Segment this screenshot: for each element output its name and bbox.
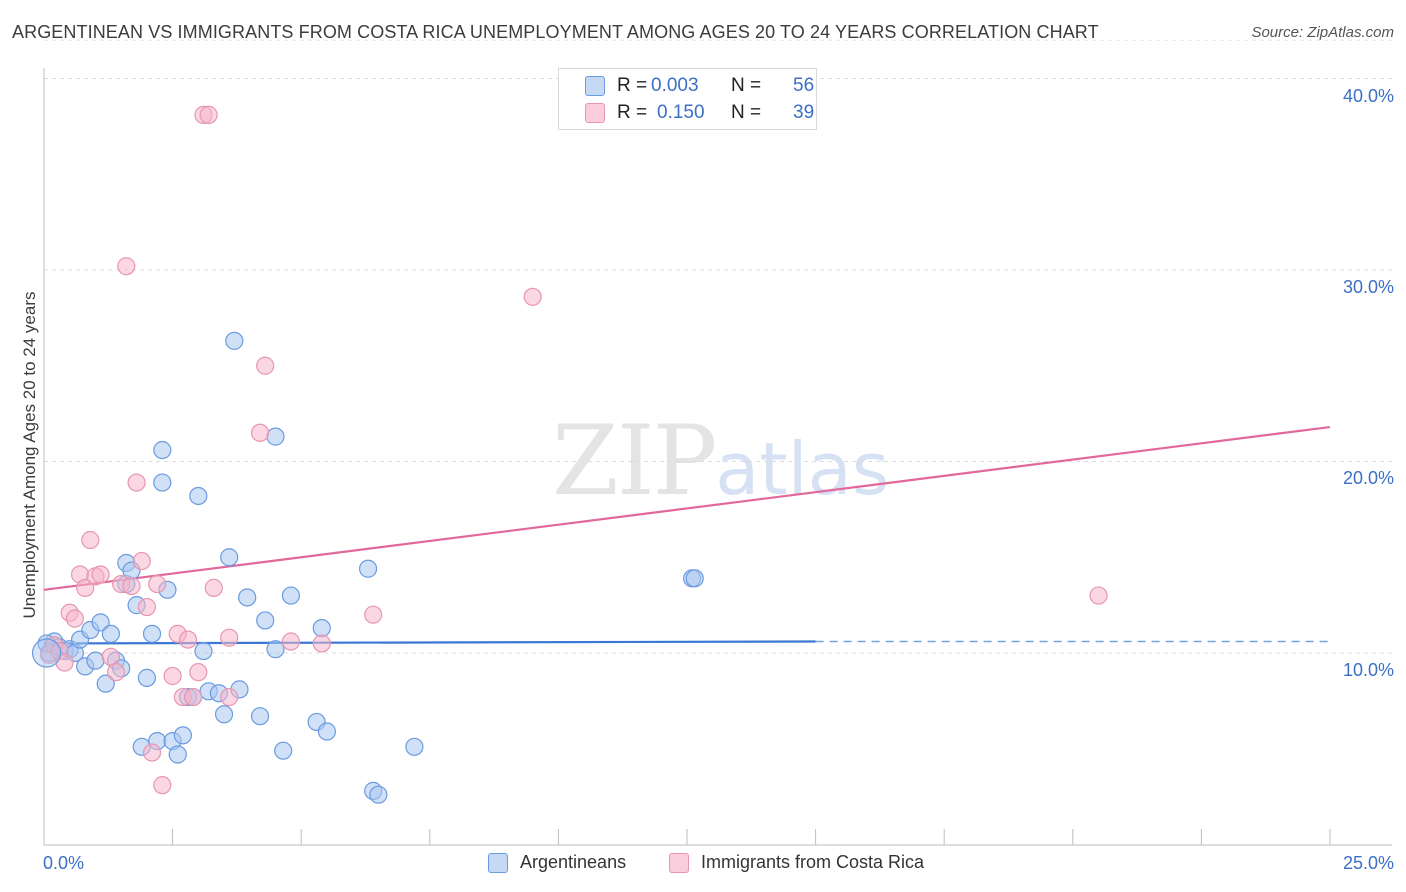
point-costa-rica: [137, 597, 156, 617]
r-label: R =: [617, 75, 648, 96]
point-argentineans: [168, 745, 187, 764]
trend-lines: [43, 425, 1331, 645]
point-argentineans: [238, 588, 257, 607]
point-argentineans: [194, 641, 213, 661]
x-tick-label-min: 0.0%: [43, 853, 85, 873]
legend-label: Immigrants from Costa Rica: [701, 852, 925, 872]
point-costa-rica: [178, 630, 198, 649]
point-argentineans: [405, 737, 424, 756]
swatch-pink: [669, 853, 689, 873]
point-costa-rica: [256, 356, 275, 375]
point-costa-rica: [91, 565, 110, 584]
watermark: ZIPatlas: [552, 405, 889, 517]
point-costa-rica: [101, 647, 120, 666]
trend-line-costa-rica: [43, 425, 1331, 591]
point-argentineans: [142, 624, 162, 643]
point-argentineans: [189, 486, 208, 506]
swatch-blue: [585, 76, 605, 96]
watermark-zip: ZIP: [552, 405, 717, 517]
x-tick-label-max: 25.0%: [1342, 853, 1394, 873]
gridlines: [44, 39, 1392, 654]
point-costa-rica: [132, 551, 151, 571]
point-costa-rica: [117, 257, 136, 276]
point-costa-rica: [312, 634, 331, 653]
y-tick-label-40: 40.0%: [1342, 86, 1394, 106]
point-argentineans: [274, 741, 293, 760]
point-costa-rica: [250, 423, 270, 442]
point-argentineans: [137, 668, 156, 687]
n-value: 39: [793, 102, 815, 123]
point-argentineans: [317, 722, 337, 741]
stats-legend: R = 0.003 N = 56 R = 0.150 N = 39: [558, 68, 817, 130]
point-argentineans: [281, 586, 301, 605]
point-costa-rica: [153, 776, 172, 795]
r-value: 0.003: [651, 75, 699, 96]
point-argentineans: [153, 473, 172, 492]
r-label: R =: [617, 102, 648, 123]
watermark-atlas: atlas: [715, 427, 890, 511]
point-costa-rica: [189, 663, 208, 682]
y-tick-label-20: 20.0%: [1342, 468, 1394, 488]
point-argentineans: [685, 569, 704, 588]
point-costa-rica: [199, 105, 218, 124]
y-tick-label-10: 10.0%: [1342, 660, 1394, 680]
point-argentineans: [250, 707, 270, 726]
point-costa-rica: [65, 609, 84, 628]
point-costa-rica: [204, 578, 223, 597]
trend-line-argentineans: [43, 640, 816, 645]
legend-label: Argentineans: [520, 852, 627, 872]
data-points: [31, 105, 1108, 804]
y-tick-label-30: 30.0%: [1342, 277, 1394, 297]
y-axis-label: Unemployment Among Ages 20 to 24 years: [20, 291, 39, 619]
point-argentineans: [225, 331, 244, 350]
point-costa-rica: [163, 666, 182, 686]
point-argentineans: [266, 427, 285, 446]
point-costa-rica: [122, 576, 141, 596]
source-label: Source: ZipAtlas.com: [1251, 24, 1394, 41]
point-costa-rica: [220, 687, 239, 707]
point-argentineans: [96, 674, 115, 693]
point-costa-rica: [220, 628, 239, 647]
point-costa-rica: [281, 632, 301, 651]
n-label: N =: [731, 102, 762, 123]
point-costa-rica: [1089, 586, 1108, 605]
point-argentineans: [173, 726, 192, 745]
n-label: N =: [731, 75, 762, 96]
point-argentineans: [369, 785, 388, 804]
point-costa-rica: [148, 574, 167, 594]
point-costa-rica: [142, 743, 162, 762]
point-costa-rica: [76, 578, 95, 597]
point-costa-rica: [81, 530, 100, 550]
point-argentineans: [256, 611, 275, 630]
axes: [43, 68, 1392, 846]
point-costa-rica: [106, 663, 126, 682]
swatch-pink: [585, 103, 605, 123]
point-argentineans: [86, 651, 105, 670]
point-argentineans: [312, 619, 331, 638]
point-costa-rica: [364, 605, 383, 624]
point-argentineans: [153, 440, 172, 460]
point-argentineans: [220, 548, 239, 567]
point-argentineans: [266, 640, 285, 659]
point-argentineans: [91, 613, 110, 632]
point-argentineans: [358, 559, 378, 578]
chart-title: ARGENTINEAN VS IMMIGRANTS FROM COSTA RIC…: [12, 22, 1099, 42]
swatch-blue: [488, 853, 508, 873]
point-argentineans-cluster: [31, 638, 62, 668]
point-argentineans: [101, 624, 120, 643]
r-value: 0.150: [657, 102, 705, 123]
point-argentineans: [214, 705, 234, 724]
point-costa-rica: [184, 687, 203, 707]
n-value: 56: [793, 75, 815, 96]
point-costa-rica: [127, 473, 146, 492]
point-costa-rica: [523, 287, 542, 306]
